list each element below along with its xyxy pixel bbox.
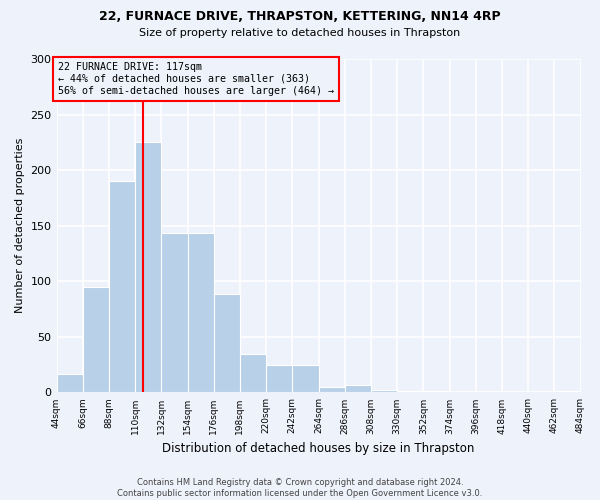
Bar [135,142,161,392]
Bar [109,182,135,392]
Bar [214,294,240,392]
Text: Size of property relative to detached houses in Thrapston: Size of property relative to detached ho… [139,28,461,38]
Text: 22 FURNACE DRIVE: 117sqm
← 44% of detached houses are smaller (363)
56% of semi-: 22 FURNACE DRIVE: 117sqm ← 44% of detach… [58,62,334,96]
Bar [188,234,214,392]
Bar [292,364,319,392]
Bar [161,234,188,392]
Bar [266,364,292,392]
Bar [83,287,109,393]
Text: Contains HM Land Registry data © Crown copyright and database right 2024.
Contai: Contains HM Land Registry data © Crown c… [118,478,482,498]
Bar [371,390,397,392]
Text: 22, FURNACE DRIVE, THRAPSTON, KETTERING, NN14 4RP: 22, FURNACE DRIVE, THRAPSTON, KETTERING,… [99,10,501,23]
Bar [319,387,345,392]
Bar [56,374,83,392]
X-axis label: Distribution of detached houses by size in Thrapston: Distribution of detached houses by size … [163,442,475,455]
Bar [345,384,371,392]
Bar [240,354,266,393]
Y-axis label: Number of detached properties: Number of detached properties [15,138,25,314]
